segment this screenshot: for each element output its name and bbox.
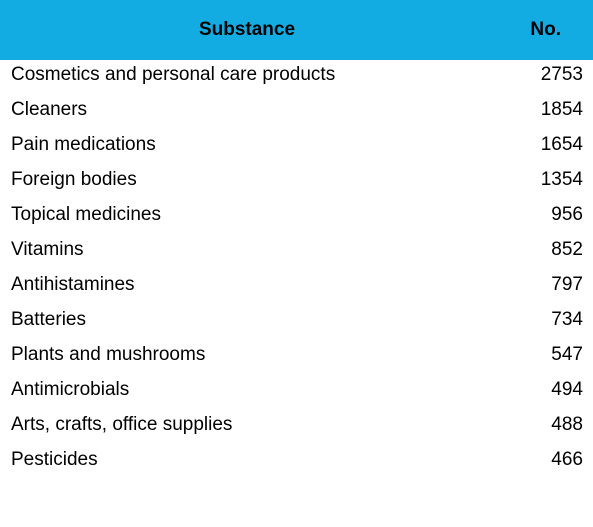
substance-table: Substance No. Cosmetics and personal car… xyxy=(0,0,593,480)
table-header: Substance No. xyxy=(0,0,593,60)
table-row: Antimicrobials 494 xyxy=(0,375,593,410)
row-number: 852 xyxy=(551,239,583,260)
row-number: 2753 xyxy=(540,64,583,85)
row-number: 797 xyxy=(551,274,583,295)
row-number: 1854 xyxy=(540,99,583,120)
table-row: Batteries 734 xyxy=(0,305,593,340)
row-number: 734 xyxy=(551,309,583,330)
table-row: Vitamins 852 xyxy=(0,235,593,270)
table-row: Pesticides 466 xyxy=(0,445,593,480)
row-number: 1354 xyxy=(540,169,583,190)
header-number: No. xyxy=(530,19,561,40)
row-substance: Foreign bodies xyxy=(11,169,137,190)
table-body: Cosmetics and personal care products 275… xyxy=(0,60,593,480)
row-number: 547 xyxy=(551,344,583,365)
row-number: 466 xyxy=(551,449,583,470)
row-substance: Antimicrobials xyxy=(11,379,130,400)
row-number: 956 xyxy=(551,204,583,225)
row-substance: Arts, crafts, office supplies xyxy=(11,414,233,435)
row-substance: Plants and mushrooms xyxy=(11,344,206,365)
row-substance: Cleaners xyxy=(11,99,88,120)
table-row: Arts, crafts, office supplies 488 xyxy=(0,410,593,445)
table-row: Foreign bodies 1354 xyxy=(0,165,593,200)
table-row: Pain medications 1654 xyxy=(0,130,593,165)
row-number: 488 xyxy=(551,414,583,435)
table-row: Topical medicines 956 xyxy=(0,200,593,235)
table-row: Antihistamines 797 xyxy=(0,270,593,305)
header-substance: Substance xyxy=(198,19,296,40)
row-number: 1654 xyxy=(540,134,583,155)
row-substance: Pain medications xyxy=(11,134,156,155)
row-substance: Antihistamines xyxy=(11,274,135,295)
table-row: Plants and mushrooms 547 xyxy=(0,340,593,375)
row-substance: Pesticides xyxy=(11,449,98,470)
row-substance: Topical medicines xyxy=(11,204,161,225)
table-row: Cleaners 1854 xyxy=(0,95,593,130)
row-substance: Vitamins xyxy=(11,239,84,260)
table-row: Cosmetics and personal care products 275… xyxy=(0,60,593,95)
row-substance: Cosmetics and personal care products xyxy=(11,64,336,85)
row-substance: Batteries xyxy=(11,309,86,330)
row-number: 494 xyxy=(551,379,583,400)
